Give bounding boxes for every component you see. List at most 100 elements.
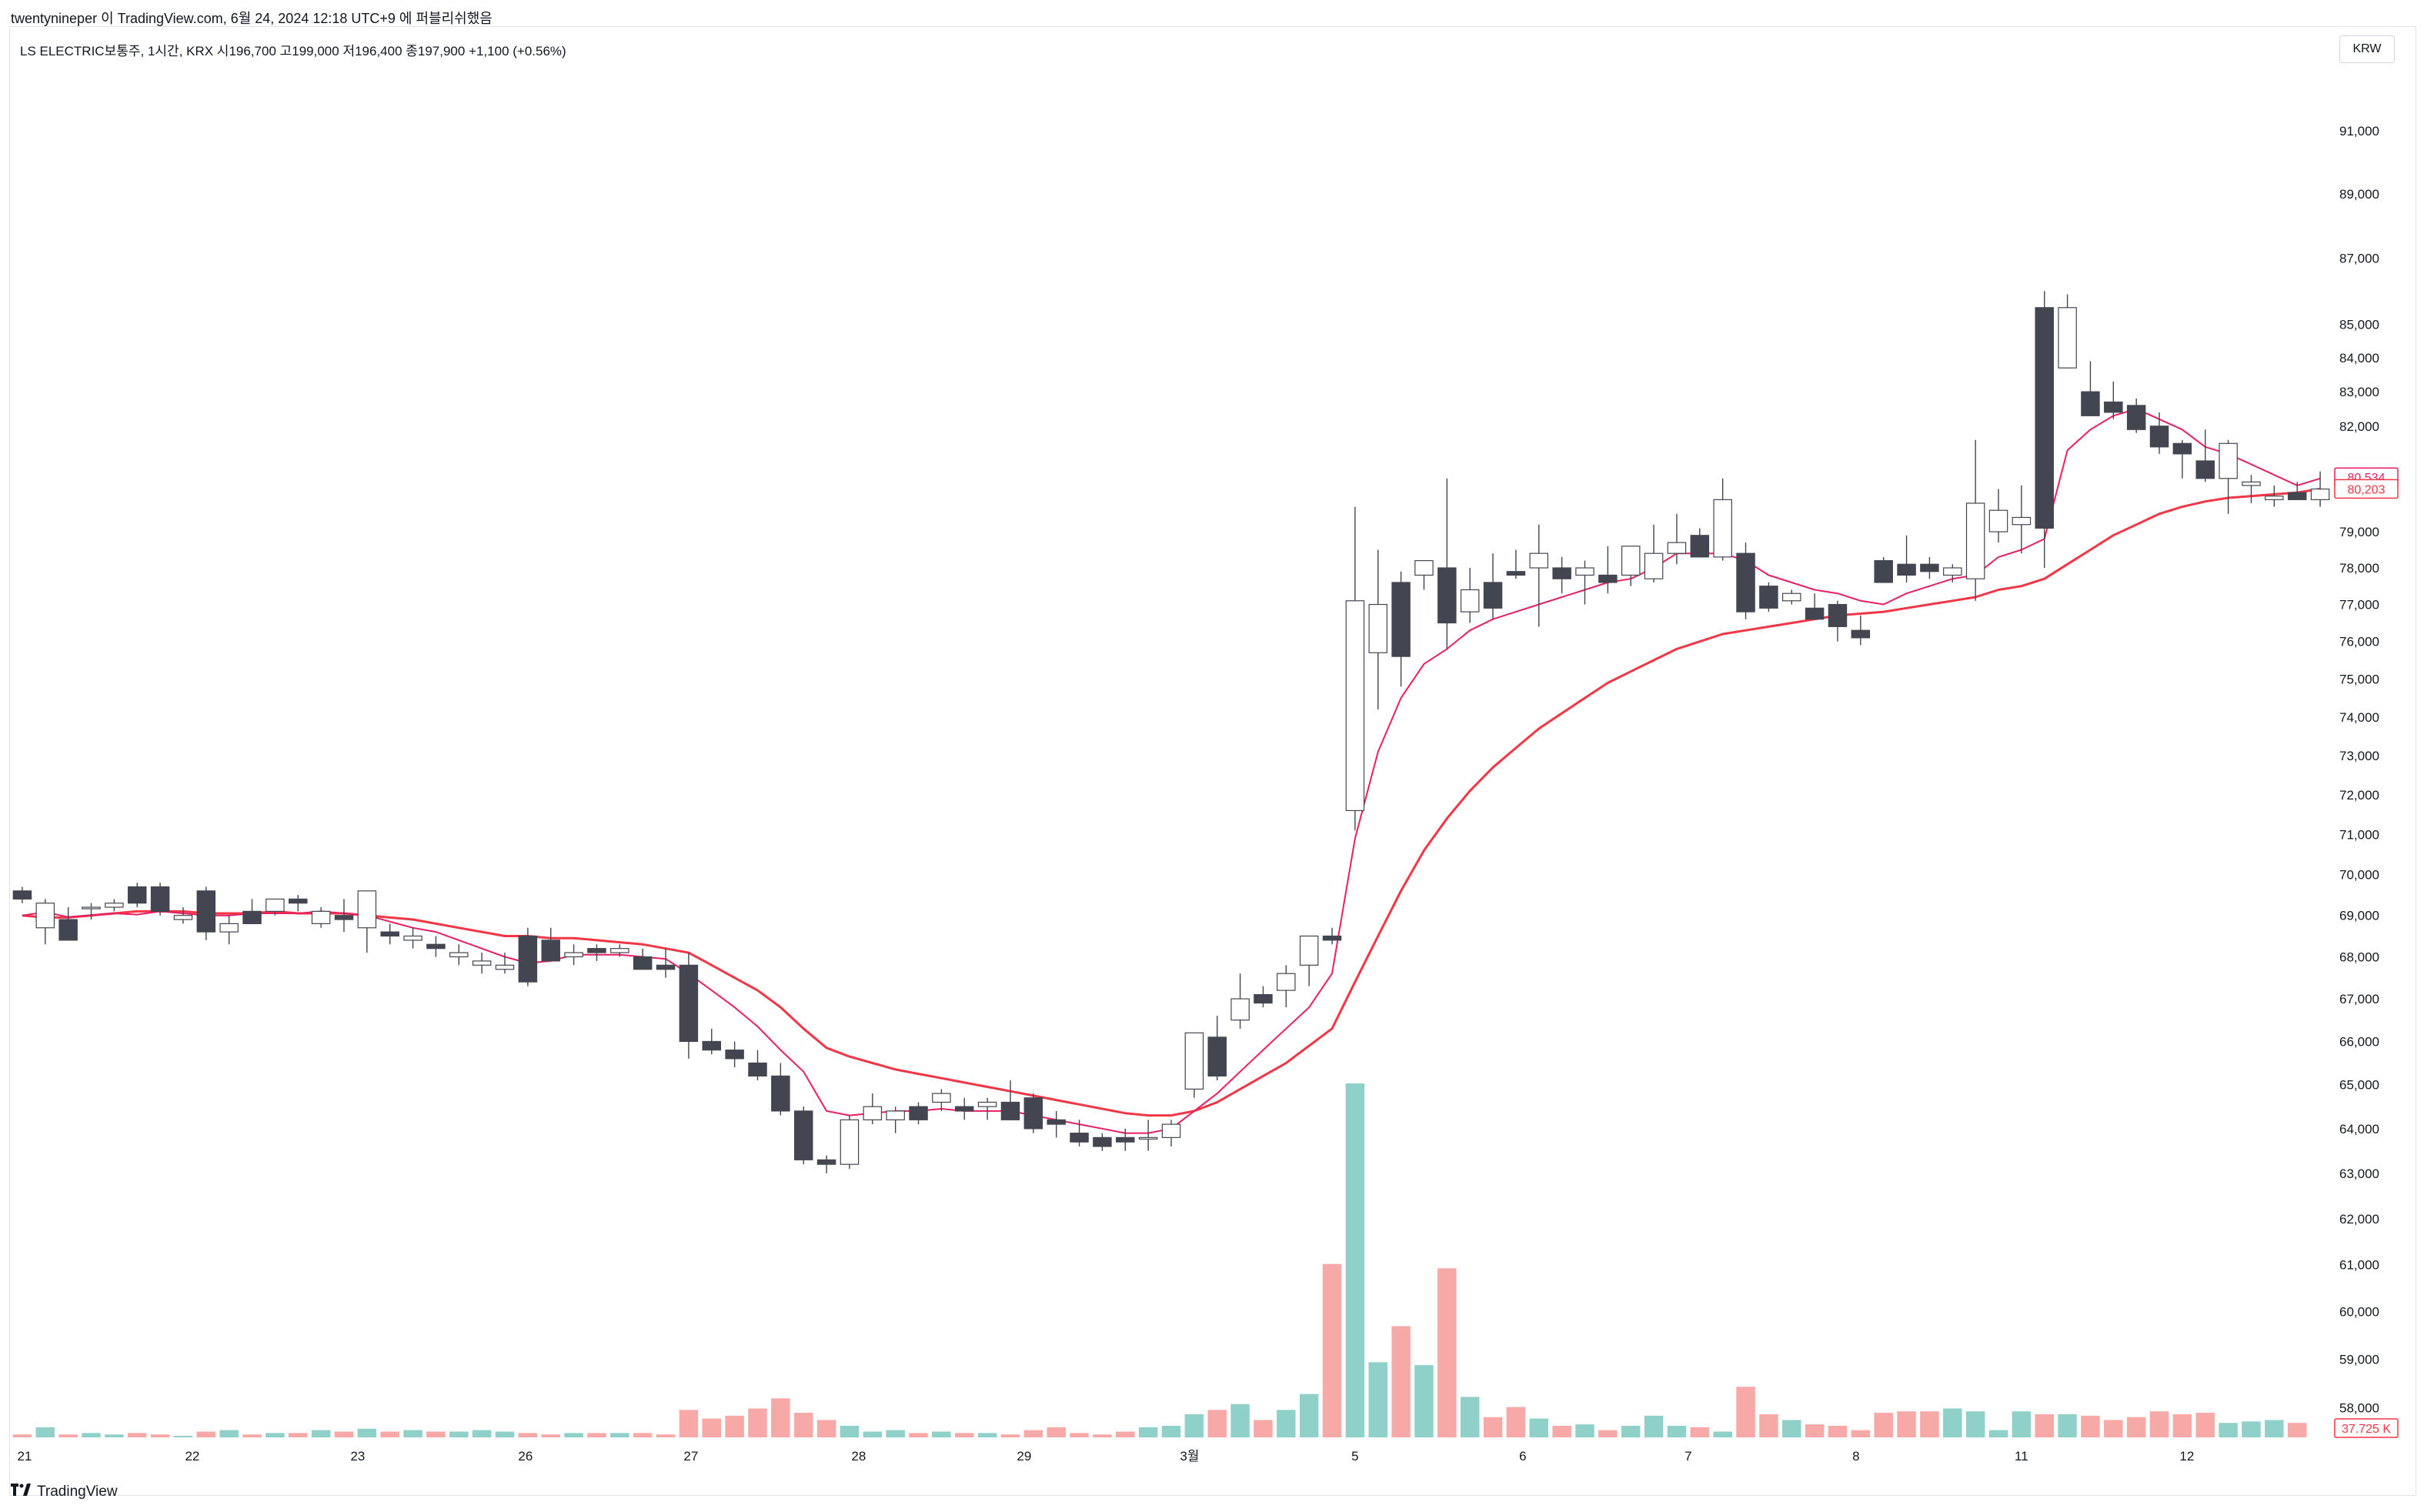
tradingview-logo[interactable]: TradingView xyxy=(11,1484,118,1500)
volume-bar xyxy=(449,1431,469,1437)
candle-body xyxy=(725,1050,744,1060)
volume-bar xyxy=(289,1433,308,1437)
volume-bar xyxy=(1299,1394,1319,1437)
volume-bar xyxy=(242,1434,262,1437)
candle-body xyxy=(1116,1137,1135,1143)
candle-body xyxy=(955,1106,974,1112)
x-tick-label: 23 xyxy=(350,1449,365,1464)
candle-body xyxy=(2012,516,2032,526)
y-tick-label: 65,000 xyxy=(2339,1078,2379,1093)
candle-body xyxy=(1184,1032,1204,1090)
volume-bars xyxy=(12,1083,2307,1437)
volume-bar xyxy=(2058,1414,2077,1437)
volume-bar xyxy=(1851,1430,1871,1437)
volume-bar xyxy=(219,1430,239,1437)
candle-body xyxy=(403,935,422,941)
volume-bar xyxy=(932,1431,951,1437)
volume-bar xyxy=(909,1433,928,1437)
x-tick-label: 11 xyxy=(2015,1449,2028,1464)
volume-bar xyxy=(840,1425,860,1437)
candle-body xyxy=(1598,574,1618,583)
candle-body xyxy=(173,915,193,920)
candle-body xyxy=(587,948,606,953)
candle-body xyxy=(1391,582,1411,657)
candle-body xyxy=(1575,567,1594,576)
volume-bar xyxy=(1690,1427,1710,1437)
x-tick-label: 3월 xyxy=(1180,1449,1199,1464)
y-tick-label: 85,000 xyxy=(2339,317,2379,332)
volume-bar xyxy=(633,1433,653,1437)
y-tick-label: 58,000 xyxy=(2339,1401,2379,1416)
candle-body xyxy=(1690,535,1710,558)
candle-body xyxy=(1621,546,1641,576)
currency-button[interactable]: KRW xyxy=(2339,35,2395,63)
candle-body xyxy=(1506,571,1526,576)
volume-bar xyxy=(1736,1387,1755,1437)
volume-bar xyxy=(1713,1431,1732,1437)
candle-body xyxy=(380,931,399,937)
volume-bar xyxy=(58,1434,78,1437)
x-tick-label: 7 xyxy=(1684,1449,1691,1464)
volume-bar xyxy=(1207,1410,1227,1437)
candle-body xyxy=(1644,552,1664,579)
volume-bar xyxy=(1644,1415,1664,1437)
volume-bar xyxy=(1759,1414,1778,1437)
volume-bar xyxy=(403,1430,422,1437)
volume-bar xyxy=(1138,1427,1158,1437)
candle-body xyxy=(1138,1137,1158,1140)
volume-bar xyxy=(977,1433,997,1437)
candle-body xyxy=(2265,496,2284,500)
candle-body xyxy=(2195,460,2215,479)
y-tick-label: 89,000 xyxy=(2339,187,2379,202)
candle-body xyxy=(127,886,147,904)
ma-slow-line xyxy=(22,488,2321,1117)
chart-pane[interactable] xyxy=(9,26,2416,1496)
candle-body xyxy=(2242,481,2261,486)
candle-body xyxy=(1345,600,1365,812)
volume-bar xyxy=(886,1430,905,1437)
y-tick-label: 77,000 xyxy=(2339,598,2379,612)
y-tick-label: 69,000 xyxy=(2339,909,2379,923)
candle-body xyxy=(472,960,492,966)
candle-body xyxy=(12,890,32,900)
volume-bar xyxy=(1529,1418,1549,1437)
volume-bar xyxy=(2265,1420,2284,1437)
y-tick-label: 66,000 xyxy=(2339,1034,2379,1049)
volume-bar xyxy=(1897,1411,1916,1437)
x-tick-label: 21 xyxy=(17,1449,32,1464)
candle-body xyxy=(1093,1137,1112,1147)
candle-body xyxy=(1988,509,2008,532)
candle-body xyxy=(886,1110,905,1120)
candle-body xyxy=(1713,499,1732,558)
candle-body xyxy=(1828,603,1848,627)
candle-body xyxy=(82,906,101,910)
volume-bar xyxy=(1093,1434,1112,1437)
candle-body xyxy=(1277,973,1296,991)
volume-bar xyxy=(610,1433,629,1437)
y-tick-label: 63,000 xyxy=(2339,1167,2379,1181)
y-tick-label: 74,000 xyxy=(2339,710,2379,725)
volume-bar xyxy=(2219,1423,2238,1437)
volume-bar xyxy=(2242,1421,2261,1437)
candle-body xyxy=(1805,607,1825,620)
volume-bar xyxy=(2126,1417,2146,1437)
ma-slow-badge-text: 80,203 xyxy=(2348,483,2386,496)
volume-bar xyxy=(35,1427,55,1437)
candle-body xyxy=(1023,1097,1043,1130)
candle-body xyxy=(816,1159,836,1165)
volume-bar xyxy=(1277,1410,1296,1437)
candle-body xyxy=(265,898,285,912)
volume-bar xyxy=(2287,1423,2307,1437)
candle-body xyxy=(334,915,354,920)
volume-bar xyxy=(1598,1430,1618,1437)
volume-bar xyxy=(1965,1411,1985,1437)
volume-bar xyxy=(1368,1362,1387,1437)
candle-body xyxy=(771,1075,790,1112)
y-tick-label: 59,000 xyxy=(2339,1353,2379,1367)
candle-body xyxy=(1529,552,1549,569)
candle-body xyxy=(1254,993,1273,1004)
x-tick-label: 8 xyxy=(1852,1449,1859,1464)
y-tick-label: 73,000 xyxy=(2339,749,2379,763)
volume-bar xyxy=(1805,1424,1825,1437)
